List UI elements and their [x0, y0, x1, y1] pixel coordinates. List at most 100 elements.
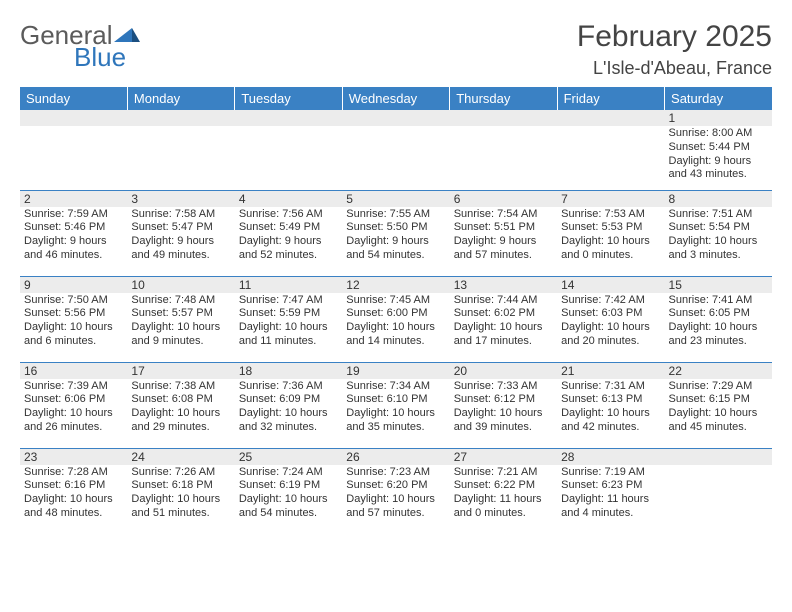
- day-number: 2: [20, 191, 127, 207]
- daylight-text: Daylight: 10 hours and 26 minutes.: [24, 407, 123, 435]
- day-details: Sunrise: 7:48 AMSunset: 5:57 PMDaylight:…: [127, 293, 234, 351]
- sunrise-text: Sunrise: 7:34 AM: [346, 380, 445, 394]
- day-details: Sunrise: 7:19 AMSunset: 6:23 PMDaylight:…: [557, 465, 664, 523]
- sunrise-text: Sunrise: 7:47 AM: [239, 294, 338, 308]
- calendar-day-cell: 3Sunrise: 7:58 AMSunset: 5:47 PMDaylight…: [127, 190, 234, 276]
- calendar-day-cell: 19Sunrise: 7:34 AMSunset: 6:10 PMDayligh…: [342, 362, 449, 448]
- sunset-text: Sunset: 5:49 PM: [239, 221, 338, 235]
- sunset-text: Sunset: 6:19 PM: [239, 479, 338, 493]
- sunset-text: Sunset: 6:08 PM: [131, 393, 230, 407]
- sunrise-text: Sunrise: 7:55 AM: [346, 208, 445, 222]
- month-title: February 2025: [577, 20, 772, 54]
- daylight-text: Daylight: 10 hours and 48 minutes.: [24, 493, 123, 521]
- day-details: Sunrise: 7:42 AMSunset: 6:03 PMDaylight:…: [557, 293, 664, 351]
- sunrise-text: Sunrise: 7:24 AM: [239, 466, 338, 480]
- calendar-day-cell: 8Sunrise: 7:51 AMSunset: 5:54 PMDaylight…: [665, 190, 772, 276]
- sunrise-text: Sunrise: 7:59 AM: [24, 208, 123, 222]
- calendar-body: 1Sunrise: 8:00 AMSunset: 5:44 PMDaylight…: [20, 110, 772, 534]
- day-number: 12: [342, 277, 449, 293]
- title-block: February 2025 L'Isle-d'Abeau, France: [577, 20, 772, 79]
- day-details: Sunrise: 7:31 AMSunset: 6:13 PMDaylight:…: [557, 379, 664, 437]
- daylight-text: Daylight: 10 hours and 45 minutes.: [669, 407, 768, 435]
- calendar-day-cell: 24Sunrise: 7:26 AMSunset: 6:18 PMDayligh…: [127, 448, 234, 534]
- sunset-text: Sunset: 5:56 PM: [24, 307, 123, 321]
- weekday-header: Monday: [127, 87, 234, 110]
- day-details: Sunrise: 7:50 AMSunset: 5:56 PMDaylight:…: [20, 293, 127, 351]
- daylight-text: Daylight: 10 hours and 29 minutes.: [131, 407, 230, 435]
- calendar-day-cell: 7Sunrise: 7:53 AMSunset: 5:53 PMDaylight…: [557, 190, 664, 276]
- calendar-day-cell: 18Sunrise: 7:36 AMSunset: 6:09 PMDayligh…: [235, 362, 342, 448]
- daylight-text: Daylight: 9 hours and 49 minutes.: [131, 235, 230, 263]
- sunrise-text: Sunrise: 7:44 AM: [454, 294, 553, 308]
- calendar-day-cell: 14Sunrise: 7:42 AMSunset: 6:03 PMDayligh…: [557, 276, 664, 362]
- weekday-header: Friday: [557, 87, 664, 110]
- day-details: Sunrise: 7:45 AMSunset: 6:00 PMDaylight:…: [342, 293, 449, 351]
- header: General Blue February 2025 L'Isle-d'Abea…: [20, 20, 772, 79]
- sunrise-text: Sunrise: 7:21 AM: [454, 466, 553, 480]
- daylight-text: Daylight: 10 hours and 57 minutes.: [346, 493, 445, 521]
- weekday-header: Sunday: [20, 87, 127, 110]
- calendar-week-row: 1Sunrise: 8:00 AMSunset: 5:44 PMDaylight…: [20, 110, 772, 190]
- weekday-header: Saturday: [665, 87, 772, 110]
- calendar-day-cell: [557, 110, 664, 190]
- calendar-week-row: 2Sunrise: 7:59 AMSunset: 5:46 PMDaylight…: [20, 190, 772, 276]
- day-details: Sunrise: 7:56 AMSunset: 5:49 PMDaylight:…: [235, 207, 342, 265]
- sunset-text: Sunset: 5:59 PM: [239, 307, 338, 321]
- daylight-text: Daylight: 10 hours and 32 minutes.: [239, 407, 338, 435]
- day-details: Sunrise: 7:41 AMSunset: 6:05 PMDaylight:…: [665, 293, 772, 351]
- calendar-day-cell: [235, 110, 342, 190]
- calendar-day-cell: 22Sunrise: 7:29 AMSunset: 6:15 PMDayligh…: [665, 362, 772, 448]
- day-number: 9: [20, 277, 127, 293]
- day-details: Sunrise: 7:29 AMSunset: 6:15 PMDaylight:…: [665, 379, 772, 437]
- day-details: Sunrise: 7:36 AMSunset: 6:09 PMDaylight:…: [235, 379, 342, 437]
- daylight-text: Daylight: 10 hours and 3 minutes.: [669, 235, 768, 263]
- day-number: 8: [665, 191, 772, 207]
- calendar-day-cell: 23Sunrise: 7:28 AMSunset: 6:16 PMDayligh…: [20, 448, 127, 534]
- location: L'Isle-d'Abeau, France: [577, 58, 772, 79]
- calendar-day-cell: [20, 110, 127, 190]
- daylight-text: Daylight: 9 hours and 52 minutes.: [239, 235, 338, 263]
- day-details: Sunrise: 7:23 AMSunset: 6:20 PMDaylight:…: [342, 465, 449, 523]
- calendar-day-cell: 10Sunrise: 7:48 AMSunset: 5:57 PMDayligh…: [127, 276, 234, 362]
- day-number: 14: [557, 277, 664, 293]
- daylight-text: Daylight: 10 hours and 0 minutes.: [561, 235, 660, 263]
- sunset-text: Sunset: 6:23 PM: [561, 479, 660, 493]
- sunset-text: Sunset: 5:47 PM: [131, 221, 230, 235]
- logo: General Blue: [20, 20, 160, 70]
- daylight-text: Daylight: 10 hours and 6 minutes.: [24, 321, 123, 349]
- day-number: 4: [235, 191, 342, 207]
- day-details: Sunrise: 7:33 AMSunset: 6:12 PMDaylight:…: [450, 379, 557, 437]
- sunset-text: Sunset: 5:57 PM: [131, 307, 230, 321]
- sunset-text: Sunset: 6:00 PM: [346, 307, 445, 321]
- day-number: 13: [450, 277, 557, 293]
- day-number: 16: [20, 363, 127, 379]
- daylight-text: Daylight: 10 hours and 42 minutes.: [561, 407, 660, 435]
- sunrise-text: Sunrise: 7:58 AM: [131, 208, 230, 222]
- daylight-text: Daylight: 9 hours and 57 minutes.: [454, 235, 553, 263]
- daylight-text: Daylight: 10 hours and 14 minutes.: [346, 321, 445, 349]
- calendar-day-cell: 1Sunrise: 8:00 AMSunset: 5:44 PMDaylight…: [665, 110, 772, 190]
- sunset-text: Sunset: 6:05 PM: [669, 307, 768, 321]
- sunrise-text: Sunrise: 7:33 AM: [454, 380, 553, 394]
- daylight-text: Daylight: 10 hours and 23 minutes.: [669, 321, 768, 349]
- day-details: Sunrise: 7:58 AMSunset: 5:47 PMDaylight:…: [127, 207, 234, 265]
- sunrise-text: Sunrise: 7:31 AM: [561, 380, 660, 394]
- day-number: [665, 449, 772, 465]
- weekday-header: Tuesday: [235, 87, 342, 110]
- sunset-text: Sunset: 6:16 PM: [24, 479, 123, 493]
- day-details: Sunrise: 7:59 AMSunset: 5:46 PMDaylight:…: [20, 207, 127, 265]
- sunrise-text: Sunrise: 7:45 AM: [346, 294, 445, 308]
- day-number: 27: [450, 449, 557, 465]
- sunrise-text: Sunrise: 7:53 AM: [561, 208, 660, 222]
- day-details: Sunrise: 7:38 AMSunset: 6:08 PMDaylight:…: [127, 379, 234, 437]
- day-number: 24: [127, 449, 234, 465]
- calendar-week-row: 9Sunrise: 7:50 AMSunset: 5:56 PMDaylight…: [20, 276, 772, 362]
- day-number: 15: [665, 277, 772, 293]
- sunset-text: Sunset: 6:02 PM: [454, 307, 553, 321]
- sunset-text: Sunset: 5:44 PM: [669, 141, 768, 155]
- day-number: 7: [557, 191, 664, 207]
- sunrise-text: Sunrise: 7:39 AM: [24, 380, 123, 394]
- day-number: [127, 110, 234, 126]
- calendar-day-cell: 27Sunrise: 7:21 AMSunset: 6:22 PMDayligh…: [450, 448, 557, 534]
- day-details: Sunrise: 7:28 AMSunset: 6:16 PMDaylight:…: [20, 465, 127, 523]
